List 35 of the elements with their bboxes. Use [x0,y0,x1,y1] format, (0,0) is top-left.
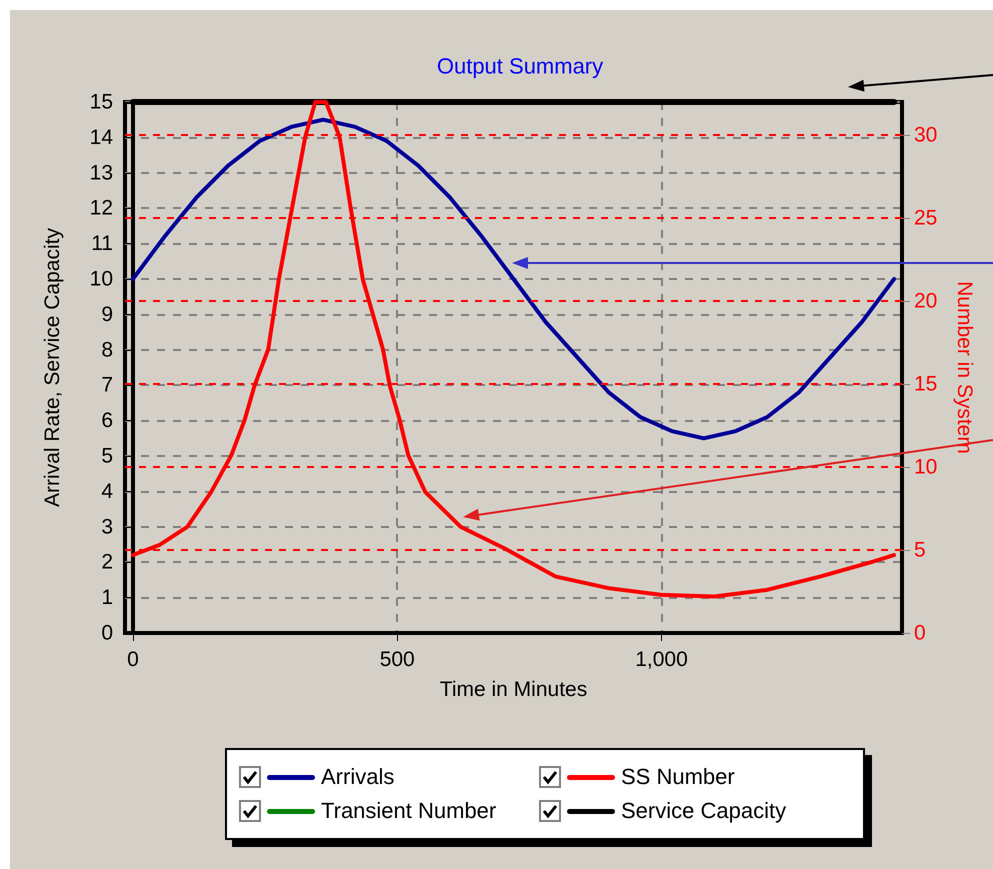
y-tick-label: 0 [101,622,113,644]
y2-tick-label: 20 [914,290,938,313]
y2-tick-label: 0 [914,622,926,644]
y2-tick-label: 25 [914,206,938,230]
y-tick-label: 11 [91,232,113,256]
y-tick-label: 15 [90,90,113,114]
x-tick-label: 1,000 [635,648,688,671]
y2-tick-label: 30 [914,124,938,147]
chart-title: Output Summary [436,54,604,78]
y-axis-title: Arrival Rate, Service Capacity [41,228,64,507]
y-tick-label: 2 [101,550,113,574]
y-tick-label: 6 [101,409,113,432]
y-tick-label: 7 [101,374,113,397]
legend-label: Transient Number [321,798,496,824]
y2-tick-label: 5 [914,538,926,562]
y-tick-label: 12 [90,196,113,220]
y-tick-label: 8 [101,338,113,362]
legend-label: SS Number [621,764,735,790]
y-tick-label: 9 [101,302,113,326]
legend-label: Service Capacity [621,798,786,824]
y-tick-label: 13 [90,161,113,184]
y-tick-label: 10 [90,268,113,290]
y-tick-label: 14 [90,126,114,149]
line-series [130,118,896,440]
y-tick-label: 1 [101,586,113,610]
x-tick-label: 500 [380,648,415,671]
y-tick-label: 4 [101,480,114,503]
y2-tick-label: 15 [914,372,938,396]
legend-label: Arrivals [321,764,394,790]
x-axis-title: Time in Minutes [440,678,588,701]
y-tick-label: 3 [101,515,113,538]
y2-tick-label: 10 [914,456,938,479]
y2-axis-title: Number in System [953,281,976,454]
x-tick-label: 0 [127,648,139,671]
y-tick-label: 5 [101,444,113,468]
